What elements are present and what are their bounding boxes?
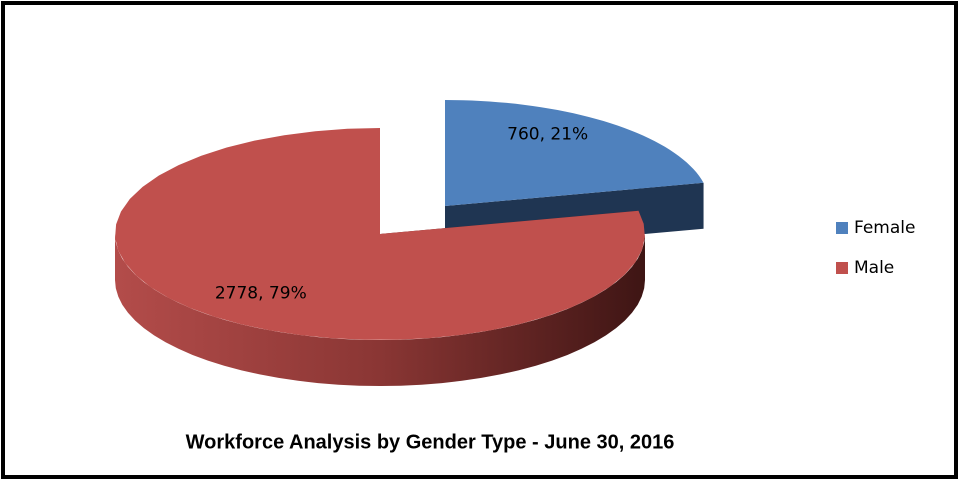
slice bbox=[115, 128, 645, 340]
slice bbox=[445, 100, 704, 206]
legend-label: Female bbox=[854, 218, 915, 238]
chart-title: Workforce Analysis by Gender Type - June… bbox=[186, 431, 675, 453]
data-label: 2778, 79% bbox=[215, 284, 307, 304]
legend-swatch bbox=[836, 262, 848, 274]
legend-swatch bbox=[836, 222, 848, 234]
data-label: 760, 21% bbox=[507, 125, 588, 145]
slice-side bbox=[115, 234, 645, 386]
legend-label: Male bbox=[854, 258, 894, 278]
